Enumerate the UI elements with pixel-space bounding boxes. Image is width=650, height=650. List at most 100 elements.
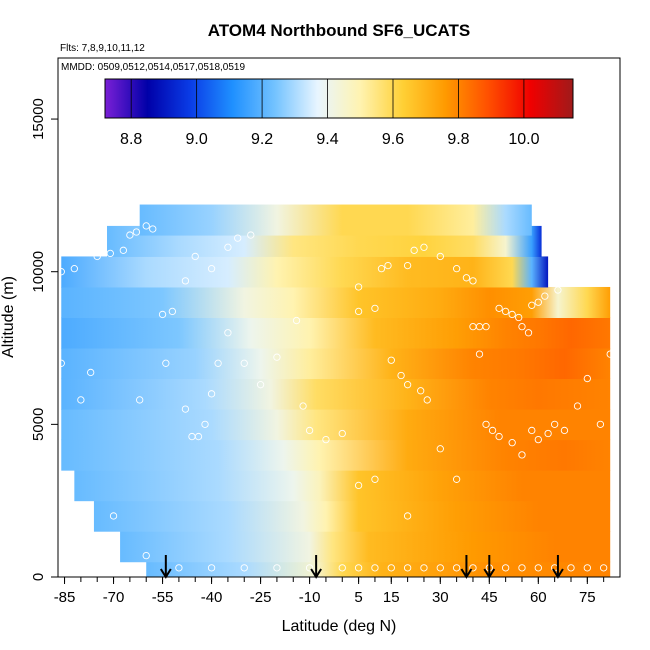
sample-point (207, 564, 216, 572)
sample-point (462, 274, 471, 282)
x-tick-label: 75 (579, 589, 596, 606)
sample-point (518, 323, 526, 331)
field-band (61, 409, 611, 441)
chart-title: ATOM4 Northbound SF6_UCATS (208, 21, 471, 40)
field-band (61, 286, 611, 318)
sample-point (495, 432, 503, 441)
sample-point (305, 426, 314, 435)
sample-point (256, 381, 265, 389)
sample-point (452, 564, 461, 572)
sample-point (191, 252, 199, 261)
sample-point (194, 432, 203, 441)
sample-point (371, 304, 379, 312)
sample-point (534, 298, 542, 306)
sample-point (70, 265, 78, 273)
y-tick-label: 0 (30, 573, 47, 581)
sample-point (482, 420, 490, 429)
sample-point (423, 396, 431, 404)
x-tick-label: -55 (152, 589, 174, 606)
field-band (61, 439, 611, 471)
sample-point (136, 396, 144, 404)
field-band (61, 378, 611, 410)
colorbar-gradient (104, 78, 574, 119)
sample-point (560, 426, 569, 435)
sample-point (554, 286, 562, 294)
sample-point (207, 265, 216, 273)
sample-point (142, 551, 150, 560)
sample-point (508, 439, 516, 447)
x-tick-label: -70 (103, 589, 125, 606)
sample-point (214, 359, 222, 367)
sample-point (515, 313, 523, 322)
x-tick-label: -85 (54, 589, 76, 606)
sample-point (420, 564, 428, 572)
sample-point (168, 307, 177, 316)
colorbar: 8.8 9.0 9.2 9.4 9.6 9.8 10.0 (104, 78, 574, 148)
sample-point (518, 451, 526, 459)
x-tick-label: 5 (354, 589, 362, 606)
sample-point (234, 234, 242, 242)
sample-point (93, 252, 101, 261)
sample-point (544, 429, 552, 438)
sample-point (142, 222, 150, 230)
sample-point (387, 564, 395, 572)
sample-point (224, 329, 232, 337)
sample-point (181, 405, 190, 413)
sample-point (528, 426, 536, 435)
sample-point (273, 353, 281, 361)
sample-point (583, 374, 591, 383)
sample-point (87, 368, 95, 377)
sample-point (371, 475, 379, 483)
sample-point (305, 564, 314, 572)
sample-point (469, 277, 477, 285)
colorbar-tick-label: 9.6 (382, 131, 404, 148)
sample-point (403, 261, 412, 270)
sample-point (534, 435, 542, 444)
field-band (61, 256, 549, 288)
sample-point (541, 292, 549, 300)
field-band (61, 348, 611, 380)
sample-point (338, 564, 346, 572)
sample-point (240, 359, 248, 367)
sample-point (551, 420, 559, 429)
sample-point (119, 246, 127, 254)
colorbar-tick-label: 9.0 (186, 131, 208, 148)
sample-point (77, 527, 85, 535)
sample-point (377, 265, 386, 273)
x-axis: -85 -70 -55 -40 -25 -10 5 15 30 45 60 75 (54, 577, 605, 606)
colorbar-tick-label: 9.4 (316, 131, 338, 148)
sample-point (273, 564, 281, 572)
sample-point (354, 564, 363, 572)
dates-note: MMDD: 0509,0512,0514,0517,0518,0519 (61, 62, 245, 73)
x-tick-label: 30 (432, 589, 449, 606)
sample-point (488, 426, 497, 435)
field-band (120, 531, 611, 563)
sample-point (207, 390, 216, 398)
y-tick-label: 15000 (30, 98, 47, 140)
sample-point (600, 564, 608, 572)
plot-frame (57, 57, 621, 578)
sample-point (403, 564, 412, 572)
sample-point (534, 564, 542, 572)
sample-point (77, 396, 85, 404)
sample-point (181, 277, 190, 285)
sample-point (508, 310, 516, 319)
heatmap-field (61, 204, 611, 577)
sample-point (354, 481, 363, 490)
sample-point (436, 252, 444, 261)
x-tick-label: 60 (530, 589, 547, 606)
x-tick-label: -10 (299, 589, 321, 606)
sample-point (354, 307, 363, 316)
sample-point (132, 228, 141, 236)
sample-point (436, 564, 444, 572)
field-band (139, 204, 532, 236)
sample-point (573, 228, 582, 236)
sample-point (417, 387, 425, 395)
sample-point (292, 316, 301, 325)
sample-point (436, 445, 444, 453)
sample-point (410, 246, 418, 254)
sample-point (106, 249, 114, 258)
sample-point (354, 283, 363, 291)
y-axis-title: Altitude (m) (0, 276, 17, 358)
